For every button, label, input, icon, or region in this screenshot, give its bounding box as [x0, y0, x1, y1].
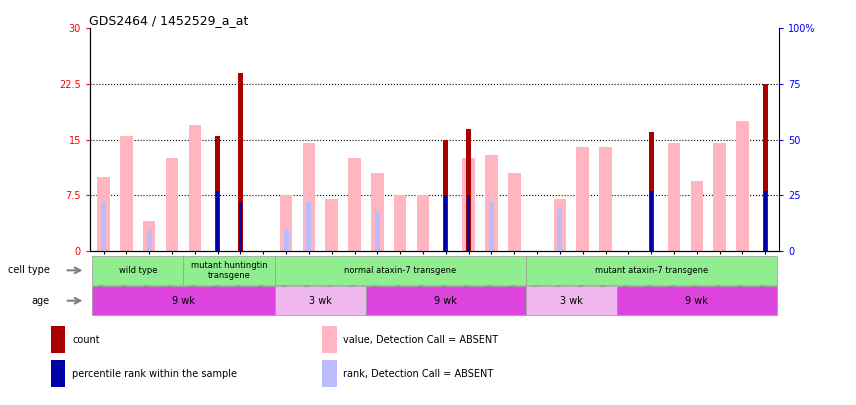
Bar — [146, 229, 152, 251]
Text: mutant huntingtin
transgene: mutant huntingtin transgene — [191, 261, 267, 280]
Bar — [280, 196, 293, 251]
Bar — [489, 202, 494, 251]
Bar — [713, 143, 726, 251]
Bar — [650, 191, 652, 251]
Bar — [526, 256, 776, 285]
Bar — [508, 173, 520, 251]
Text: normal ataxin-7 transgene: normal ataxin-7 transgene — [344, 266, 456, 275]
Bar — [526, 286, 617, 315]
Text: percentile rank within the sample: percentile rank within the sample — [72, 369, 237, 379]
Bar — [120, 136, 133, 251]
Bar — [322, 326, 336, 353]
Bar — [51, 326, 65, 353]
Text: count: count — [72, 335, 99, 345]
Bar — [736, 121, 749, 251]
Text: 9 wk: 9 wk — [686, 296, 708, 306]
Bar — [691, 181, 703, 251]
Bar — [239, 202, 242, 251]
Bar — [143, 222, 156, 251]
Bar — [462, 158, 475, 251]
Text: age: age — [32, 296, 50, 306]
Text: wild type: wild type — [118, 266, 157, 275]
Bar — [394, 196, 407, 251]
Bar — [417, 196, 430, 251]
Bar — [215, 136, 220, 251]
Bar — [322, 360, 336, 387]
Bar — [557, 209, 562, 251]
Bar — [617, 286, 776, 315]
Bar — [238, 73, 243, 251]
Bar — [554, 199, 566, 251]
Bar — [51, 360, 65, 387]
Bar — [325, 199, 338, 251]
Bar — [92, 286, 275, 315]
Bar — [306, 202, 312, 251]
Bar — [443, 140, 449, 251]
Bar — [467, 196, 470, 251]
Bar — [98, 177, 110, 251]
Bar — [217, 191, 219, 251]
Bar — [485, 155, 497, 251]
Text: mutant ataxin-7 transgene: mutant ataxin-7 transgene — [595, 266, 708, 275]
Bar — [275, 256, 526, 285]
Bar — [188, 125, 201, 251]
Bar — [372, 173, 383, 251]
Bar — [764, 191, 767, 251]
Bar — [649, 132, 654, 251]
Text: 3 wk: 3 wk — [560, 296, 583, 306]
Text: cell type: cell type — [8, 265, 50, 275]
Text: value, Detection Call = ABSENT: value, Detection Call = ABSENT — [343, 335, 498, 345]
Bar — [375, 211, 380, 251]
Bar — [303, 143, 315, 251]
Bar — [599, 147, 612, 251]
Bar — [348, 158, 361, 251]
Bar — [283, 229, 288, 251]
Bar — [444, 196, 447, 251]
Bar — [101, 202, 106, 251]
Bar — [668, 143, 681, 251]
Text: 9 wk: 9 wk — [172, 296, 195, 306]
Text: 3 wk: 3 wk — [309, 296, 332, 306]
Bar — [467, 129, 471, 251]
Bar — [183, 256, 275, 285]
Text: 9 wk: 9 wk — [434, 296, 457, 306]
Bar — [275, 286, 366, 315]
Bar — [366, 286, 526, 315]
Bar — [763, 84, 768, 251]
Bar — [576, 147, 589, 251]
Text: rank, Detection Call = ABSENT: rank, Detection Call = ABSENT — [343, 369, 493, 379]
Bar — [166, 158, 178, 251]
Bar — [92, 256, 183, 285]
Text: GDS2464 / 1452529_a_at: GDS2464 / 1452529_a_at — [89, 14, 248, 27]
